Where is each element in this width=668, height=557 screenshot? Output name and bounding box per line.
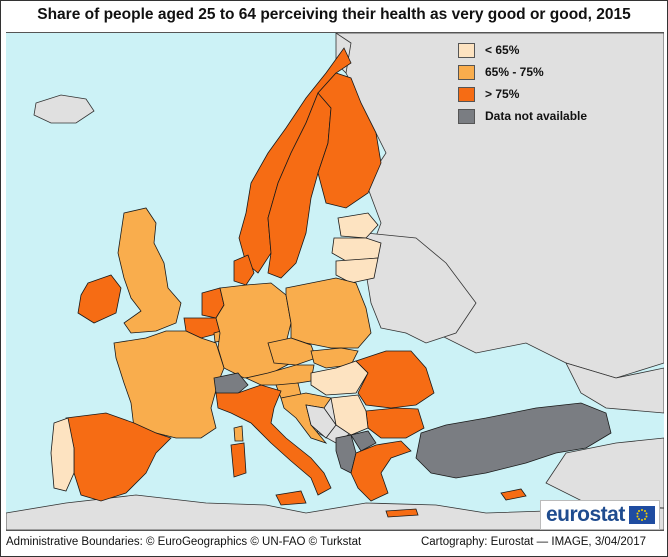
country-belgium (183, 317, 221, 339)
legend-item-low: < 65% (458, 40, 608, 60)
country-finland (317, 72, 382, 209)
legend-swatch-na (458, 108, 475, 124)
eu-stars-icon (636, 509, 648, 521)
land-ukraine-belarus (365, 232, 477, 344)
legend-item-high: > 75% (458, 84, 608, 104)
country-italy-sardinia (230, 442, 247, 478)
country-bulgaria (365, 407, 425, 439)
country-ireland (77, 274, 122, 324)
country-greece (350, 440, 412, 502)
country-cyprus (500, 488, 527, 501)
legend-swatch-high (458, 86, 475, 102)
land-iceland (33, 94, 95, 124)
country-turkey (415, 402, 612, 479)
country-france (113, 330, 225, 439)
legend-swatch-low (458, 42, 475, 58)
country-switzerland (213, 372, 249, 396)
country-poland (285, 277, 372, 349)
map-title: Share of people aged 25 to 64 perceiving… (37, 6, 631, 23)
legend-item-mid: 65% - 75% (458, 62, 608, 82)
country-north-macedonia (350, 430, 377, 452)
legend-label: < 65% (485, 43, 520, 57)
country-latvia (331, 237, 382, 262)
europe-map (6, 33, 664, 530)
legend-label: 65% - 75% (485, 65, 544, 79)
land-caucasus (565, 362, 664, 414)
country-hungary (310, 360, 369, 396)
country-italy-sicily (275, 490, 307, 506)
country-lithuania (335, 257, 379, 284)
legend-item-na: Data not available (458, 106, 608, 126)
country-uk (117, 207, 182, 334)
legend-label: > 75% (485, 87, 520, 101)
legend: < 65% 65% - 75% > 75% Data not available (458, 40, 608, 128)
legend-label: Data not available (485, 109, 588, 123)
land-middle-east (545, 437, 664, 509)
logo-text: eurostat (546, 503, 625, 526)
land-africa (6, 494, 664, 530)
footer-cartography-credit: Cartography: Eurostat — IMAGE, 3/04/2017 (420, 536, 646, 548)
legend-swatch-mid (458, 64, 475, 80)
eu-flag-icon (628, 506, 655, 524)
country-bosnia (305, 404, 337, 439)
country-portugal (50, 417, 75, 492)
country-italy (215, 384, 332, 496)
country-greece-crete (385, 508, 419, 518)
map-area (6, 32, 664, 531)
country-denmark (233, 254, 255, 286)
country-estonia (337, 212, 379, 239)
footer-boundaries-credit: Administrative Boundaries: © EuroGeograp… (6, 536, 362, 548)
eurostat-logo: eurostat (540, 500, 660, 530)
country-romania (355, 350, 435, 409)
country-france-corsica (233, 425, 244, 442)
